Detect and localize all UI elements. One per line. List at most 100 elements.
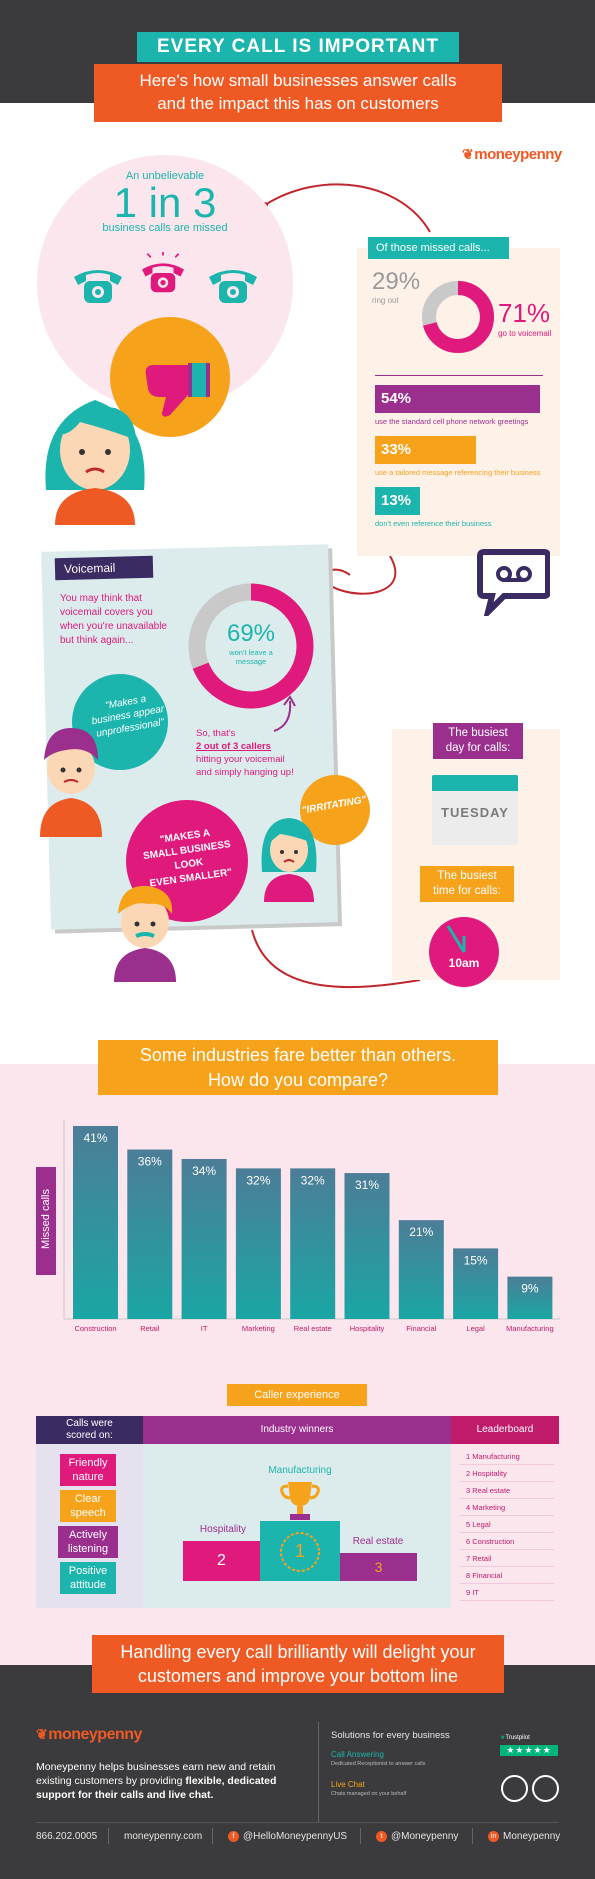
wont-leave-message-donut	[188, 583, 314, 709]
chart-bar	[127, 1149, 173, 1319]
footer-separator	[360, 1828, 361, 1844]
facebook-icon: f	[228, 1831, 239, 1842]
footer-divider	[318, 1722, 319, 1822]
podium-second: 2	[183, 1541, 260, 1581]
thumbs-down-icon	[145, 363, 210, 417]
chart-category-label: IT	[201, 1324, 208, 1333]
leaderboard-list: 1 Manufacturing 2 Hospitality 3 Real est…	[460, 1448, 554, 1601]
leaderboard-item: 7 Retail	[460, 1550, 554, 1567]
chart-category-label: Manufacturing	[506, 1324, 554, 1333]
chart-value-label: 41%	[83, 1131, 107, 1145]
upset-girl-illustration	[45, 400, 145, 525]
busiest-time-title: The busiest time for calls:	[420, 866, 514, 902]
ring-out-label: ring out	[372, 296, 399, 305]
calendar-icon: TUESDAY	[432, 775, 518, 845]
criteria-header-line: scored on:	[66, 1430, 113, 1441]
chart-bar	[181, 1158, 227, 1319]
solution-call-answering[interactable]: Call Answering	[331, 1750, 384, 1759]
wont-leave-label: won't leave a message	[213, 648, 289, 666]
page-subtitle: Here's how small businesses answer calls…	[94, 64, 502, 122]
footer-website[interactable]: moneypenny.com	[124, 1831, 203, 1842]
footer-desc-bold: flexible, dedicated	[185, 1775, 277, 1787]
chart-bar	[398, 1220, 444, 1319]
chart-value-label: 21%	[409, 1225, 433, 1239]
solution-live-chat[interactable]: Live Chat	[331, 1780, 365, 1789]
voicemail-label: Voicemail	[54, 555, 154, 581]
trustpilot-label: ★Trustpilot	[500, 1734, 530, 1741]
chart-value-label: 9%	[521, 1282, 539, 1296]
criterion-line: Clear	[74, 1493, 102, 1505]
missed-bar-fill: 54%	[375, 385, 540, 413]
criterion-tag: Actively listening	[58, 1526, 118, 1558]
phone-icon	[74, 270, 122, 303]
solution-live-chat-desc: Chats managed on your behalf	[331, 1791, 407, 1797]
footer-facebook[interactable]: f @HelloMoneypennyUS	[228, 1831, 347, 1842]
industries-heading-line: How do you compare?	[207, 1070, 389, 1090]
leaderboard-item: 9 IT	[460, 1584, 554, 1601]
closing-line: customers and improve your bottom line	[137, 1666, 459, 1686]
missed-bar-list: 54% use the standard cell phone network …	[375, 385, 545, 538]
footer-phone[interactable]: 866.202.0005	[36, 1831, 98, 1842]
missed-caption: business calls are missed	[102, 222, 228, 234]
criterion-line: listening	[67, 1543, 109, 1555]
award-badge-icon	[501, 1775, 528, 1802]
chart-bar	[290, 1168, 336, 1319]
missed-bar-item: 33% use a tailored message referencing t…	[375, 436, 545, 487]
leaderboard-header: Leaderboard	[451, 1416, 559, 1444]
twitter-handle: @Moneypenny	[391, 1831, 459, 1843]
divider	[375, 375, 543, 376]
purple-hair-person-illustration	[40, 728, 102, 837]
award-badge-icon	[532, 1775, 559, 1802]
busiest-day-title-line: day for calls:	[445, 742, 511, 754]
missed-bar-fill: 13%	[375, 487, 420, 515]
third-place-label: Real estate	[352, 1536, 404, 1547]
footer-linkedin[interactable]: in Moneypenny	[488, 1831, 560, 1842]
chart-category-label: Legal	[466, 1324, 485, 1333]
footer-separator	[472, 1828, 473, 1844]
criterion-tag: Clear speech	[60, 1490, 116, 1522]
footer-desc-line: existing customers by providing flexible…	[36, 1774, 306, 1788]
chart-value-label: 36%	[138, 1155, 162, 1169]
caller-experience-title: Caller experience	[227, 1384, 367, 1406]
leaderboard-item: 3 Real estate	[460, 1482, 554, 1499]
missed-calls-chart: 41% Construction 36% Retail 34% IT 32% Marketin…	[63, 1120, 560, 1333]
podium-third: 3	[340, 1553, 417, 1581]
chart-category-label: Retail	[140, 1324, 160, 1333]
leaderboard-item: 8 Financial	[460, 1567, 554, 1584]
facebook-handle: @HelloMoneypennyUS	[243, 1831, 348, 1843]
teal-hair-woman-illustration	[261, 818, 317, 902]
footer-separator	[212, 1828, 213, 1844]
chart-bar	[507, 1276, 553, 1319]
chart-bar	[344, 1173, 390, 1319]
linkedin-handle: Moneypenny	[503, 1831, 561, 1843]
criterion-line: speech	[70, 1507, 106, 1519]
clock-icon	[429, 917, 499, 987]
so-that-line: hitting your voicemail	[196, 754, 285, 765]
footer-twitter[interactable]: t @Moneypenny	[376, 1831, 458, 1842]
linkedin-icon: in	[488, 1831, 499, 1842]
phone-icon	[209, 270, 257, 303]
trophy-icon	[280, 1482, 320, 1520]
voicemail-intro-line: when you're unavailable	[60, 621, 167, 632]
chart-value-label: 31%	[355, 1178, 379, 1192]
voicemail-bubble-icon	[477, 549, 550, 616]
wont-leave-pct: 69%	[226, 620, 276, 647]
chart-value-label: 32%	[301, 1173, 325, 1187]
leaderboard-item: 5 Legal	[460, 1516, 554, 1533]
busiest-day-title-line: The busiest	[448, 727, 508, 739]
twitter-icon: t	[376, 1831, 387, 1842]
voicemail-intro-line: voicemail covers you	[60, 607, 153, 618]
chart-value-label: 34%	[192, 1164, 216, 1178]
ring-out-pct: 29%	[372, 268, 421, 295]
footer-desc-part: existing customers by providing	[36, 1775, 186, 1787]
footer-logo-text: moneypenny	[48, 1726, 142, 1743]
so-that-text: So, that's 2 out of 3 callers hitting yo…	[196, 727, 294, 779]
first-place-label: Manufacturing	[268, 1465, 332, 1476]
footer-logo[interactable]: ❦moneypenny	[36, 1726, 142, 1744]
busiest-day-title: The busiest day for calls:	[433, 723, 523, 759]
trustpilot-text: Trustpilot	[505, 1735, 530, 1741]
so-that-line: So, that's	[196, 728, 236, 739]
brand-logo[interactable]: ❦moneypenny	[462, 146, 562, 163]
criterion-line: nature	[72, 1471, 104, 1483]
chart-value-label: 32%	[246, 1173, 270, 1187]
